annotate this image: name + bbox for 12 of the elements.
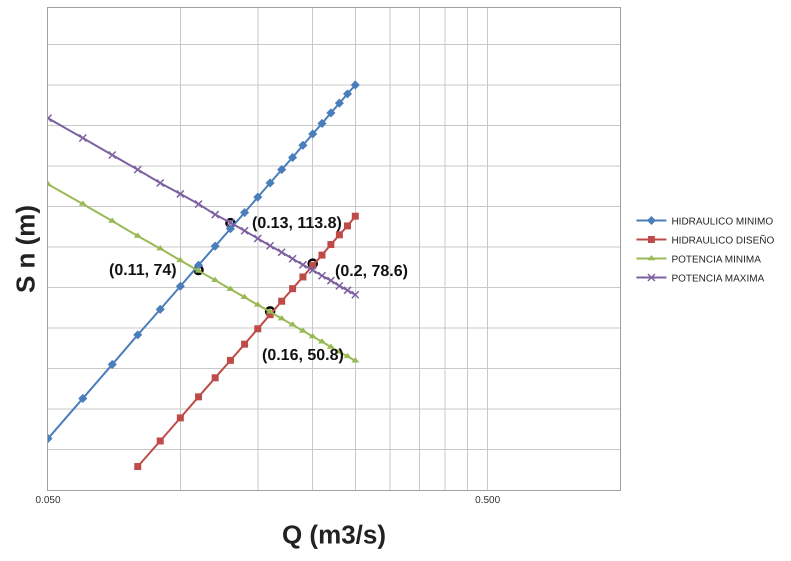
annotation: (0.2, 78.6) bbox=[335, 263, 408, 280]
annotation: (0.13, 113.8) bbox=[252, 215, 342, 232]
legend-label: HIDRAULICO DISEÑO bbox=[671, 234, 774, 246]
legend-label: POTENCIA MINIMA bbox=[671, 254, 762, 266]
annotation: (0.11, 74) bbox=[109, 262, 177, 279]
x-axis-title: Q (m3/s) bbox=[282, 520, 386, 550]
legend-label: POTENCIA MAXIMA bbox=[671, 273, 765, 284]
x-tick-label: 0.500 bbox=[475, 495, 501, 506]
annotation: (0.16, 50.8) bbox=[262, 347, 344, 364]
y-axis-title: S n (m) bbox=[10, 204, 40, 294]
legend-label: HIDRAULICO MINIMO bbox=[671, 216, 774, 228]
x-tick-label: 0.050 bbox=[35, 495, 61, 506]
